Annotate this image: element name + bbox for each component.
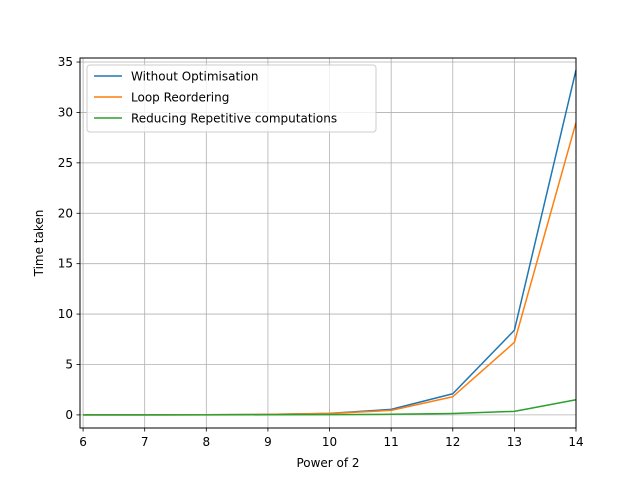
series-lines <box>83 69 577 416</box>
x-axis-ticks: 6 7 8 9 10 11 12 13 14 <box>79 428 584 449</box>
y-tick-label: 0 <box>65 408 73 422</box>
y-tick-label: 15 <box>58 257 73 271</box>
y-tick-label: 5 <box>65 357 73 371</box>
x-tick-label: 6 <box>79 435 87 449</box>
legend-entry: Without Optimisation <box>131 70 258 84</box>
legend-box <box>86 64 377 133</box>
x-tick-label: 13 <box>507 435 522 449</box>
y-axis-ticks: 0 5 10 15 20 25 30 35 <box>58 55 80 422</box>
x-axis-label: Power of 2 <box>296 456 359 470</box>
y-axis-label: Time taken <box>32 210 46 278</box>
x-tick-label: 14 <box>568 435 583 449</box>
y-tick-label: 35 <box>58 55 73 69</box>
legend-entry: Reducing Repetitive computations <box>131 112 337 126</box>
x-tick-label: 12 <box>445 435 460 449</box>
series-line-3 <box>83 399 577 416</box>
y-tick-label: 10 <box>58 307 73 321</box>
legend: Without Optimisation Loop Reordering Reduc… <box>86 64 377 133</box>
x-tick-label: 9 <box>264 435 272 449</box>
y-tick-label: 20 <box>58 206 73 220</box>
y-tick-label: 30 <box>58 105 73 119</box>
x-tick-label: 7 <box>141 435 149 449</box>
y-tick-label: 25 <box>58 156 73 170</box>
legend-entry: Loop Reordering <box>131 91 229 105</box>
plot-frame <box>79 57 577 429</box>
x-tick-label: 8 <box>202 435 210 449</box>
x-tick-label: 11 <box>384 435 399 449</box>
x-tick-label: 10 <box>322 435 337 449</box>
